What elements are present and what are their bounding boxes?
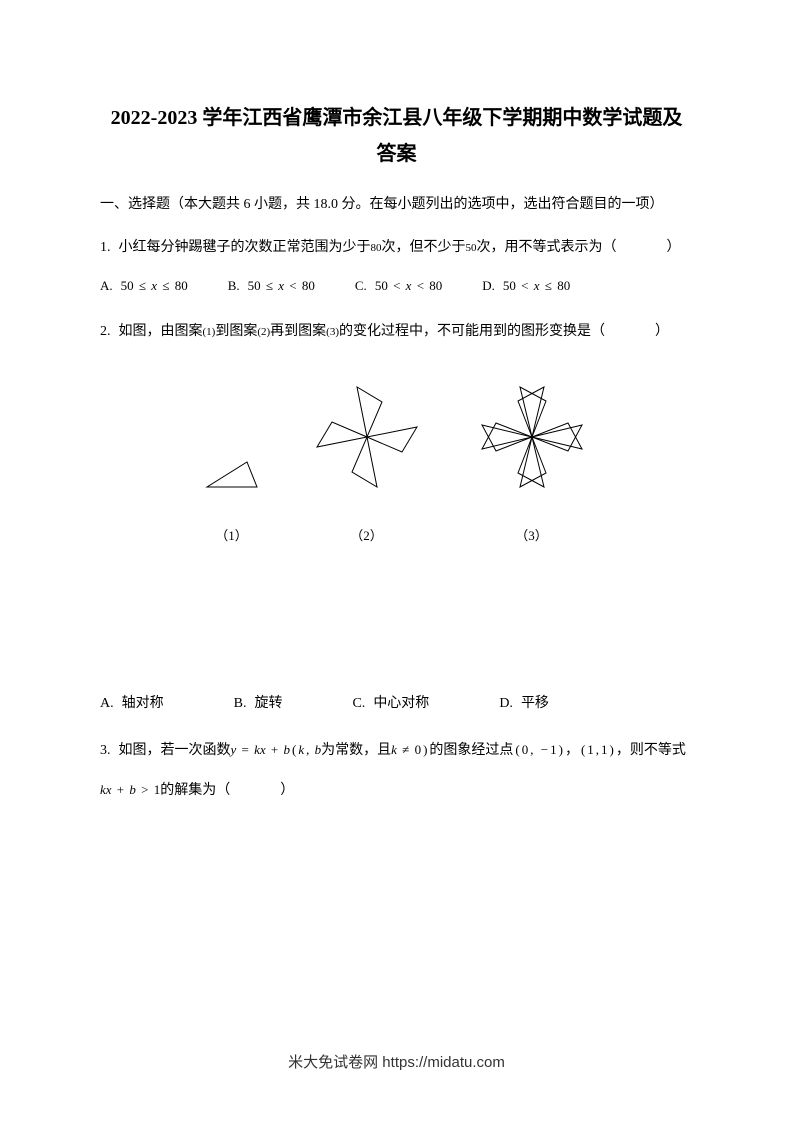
q2-text-1: 如图，由图案 — [119, 317, 203, 348]
q1-b-math: 50 ≤ x < 80 — [248, 272, 315, 301]
q2-text-2: 到图案 — [215, 317, 257, 348]
q1-text-4: ） — [667, 233, 681, 264]
section-header: 一、选择题（本大题共 6 小题，共 18.0 分。在每小题列出的选项中，选出符合… — [100, 192, 693, 217]
q2-b-text: 旋转 — [254, 689, 282, 720]
q3-math-1: y = kx + b(k, b — [231, 736, 322, 765]
q2-number: 2. — [100, 317, 111, 348]
q1-a-label: A. — [100, 272, 113, 301]
q2-d-label: D. — [499, 689, 513, 720]
q1-option-b: B. 50 ≤ x < 80 — [228, 272, 315, 301]
title-line-1: 2022-2023 学年江西省鹰潭市余江县八年级下学期期中数学试题及 — [100, 100, 693, 136]
footer: 米大免试卷网 https://midatu.com — [0, 1051, 793, 1072]
q1-d-label: D. — [482, 272, 495, 301]
pinwheel-icon — [312, 377, 422, 497]
q2-sub3: (3) — [326, 320, 339, 344]
q3-math-3: (0, −1) — [513, 736, 565, 765]
q3-text-2: 为常数，且 — [321, 736, 391, 767]
q2-options: A. 轴对称 B. 旋转 C. 中心对称 D. 平移 — [100, 689, 693, 720]
fig2-label: （2） — [312, 522, 422, 551]
q1-text-1: 小红每分钟踢毽子的次数正常范围为少于 — [119, 233, 371, 264]
q3-math-4: (1,1) — [579, 736, 616, 765]
q2-a-label: A. — [100, 689, 114, 720]
triangle-icon — [202, 452, 262, 497]
q2-b-label: B. — [234, 689, 247, 720]
q1-option-a: A. 50 ≤ x ≤ 80 — [100, 272, 188, 301]
q2-option-d: D. 平移 — [499, 689, 549, 720]
q1-val2: 50 — [466, 236, 477, 260]
question-2: 2. 如图，由图案 (1) 到图案 (2) 再到图案 (3) 的变化过程中，不可… — [100, 317, 693, 720]
q3-text-3: 的图象经过点 — [429, 736, 513, 767]
q3-text-6: 的解集为（ — [160, 776, 230, 807]
q3-text-5: ，则不等式 — [616, 736, 686, 767]
q2-a-text: 轴对称 — [122, 689, 164, 720]
question-1: 1. 小红每分钟踢毽子的次数正常范围为少于 80 次，但不少于 50 次，用不等… — [100, 233, 693, 300]
q1-c-label: C. — [355, 272, 367, 301]
figure-1: （1） — [202, 452, 262, 550]
q1-b-label: B. — [228, 272, 240, 301]
q2-sub1: (1) — [203, 320, 216, 344]
q1-options: A. 50 ≤ x ≤ 80 B. 50 ≤ x < 80 C. 50 < x … — [100, 272, 693, 301]
q1-option-d: D. 50 < x ≤ 80 — [482, 272, 570, 301]
q1-val1: 80 — [371, 236, 382, 260]
q2-figures: （1） （2） — [100, 377, 693, 550]
q3-text-7: ） — [280, 776, 294, 807]
q3-math-2: k ≠ 0) — [391, 736, 429, 765]
q3-text-1: 如图，若一次函数 — [119, 736, 231, 767]
q2-text-4: 的变化过程中，不可能用到的图形变换是（ — [339, 317, 605, 348]
q1-c-math: 50 < x < 80 — [375, 272, 442, 301]
q3-number: 3. — [100, 736, 111, 767]
q1-option-c: C. 50 < x < 80 — [355, 272, 442, 301]
page-title: 2022-2023 学年江西省鹰潭市余江县八年级下学期期中数学试题及 答案 — [100, 100, 693, 172]
q1-text-2: 次，但不少于 — [382, 233, 466, 264]
star8-icon — [472, 377, 592, 497]
figure-2: （2） — [312, 377, 422, 550]
q1-d-math: 50 < x ≤ 80 — [503, 272, 570, 301]
q2-option-b: B. 旋转 — [234, 689, 283, 720]
q2-text-3: 再到图案 — [270, 317, 326, 348]
fig3-label: （3） — [472, 522, 592, 551]
q2-option-c: C. 中心对称 — [352, 689, 429, 720]
q2-sub2: (2) — [257, 320, 270, 344]
spacer — [100, 561, 693, 681]
q2-c-text: 中心对称 — [373, 689, 429, 720]
q3-math-5: kx + b > 1 — [100, 776, 160, 805]
q1-text-3: 次，用不等式表示为（ — [477, 233, 617, 264]
q2-text-5: ） — [655, 317, 669, 348]
fig1-label: （1） — [202, 522, 262, 551]
title-line-2: 答案 — [100, 136, 693, 172]
q1-number: 1. — [100, 233, 111, 264]
figure-3: （3） — [472, 377, 592, 550]
q1-a-math: 50 ≤ x ≤ 80 — [121, 272, 188, 301]
q2-c-label: C. — [352, 689, 365, 720]
q2-option-a: A. 轴对称 — [100, 689, 164, 720]
q2-d-text: 平移 — [521, 689, 549, 720]
q3-text-4: ， — [565, 736, 579, 767]
question-3: 3. 如图，若一次函数 y = kx + b(k, b 为常数，且 k ≠ 0)… — [100, 736, 693, 808]
